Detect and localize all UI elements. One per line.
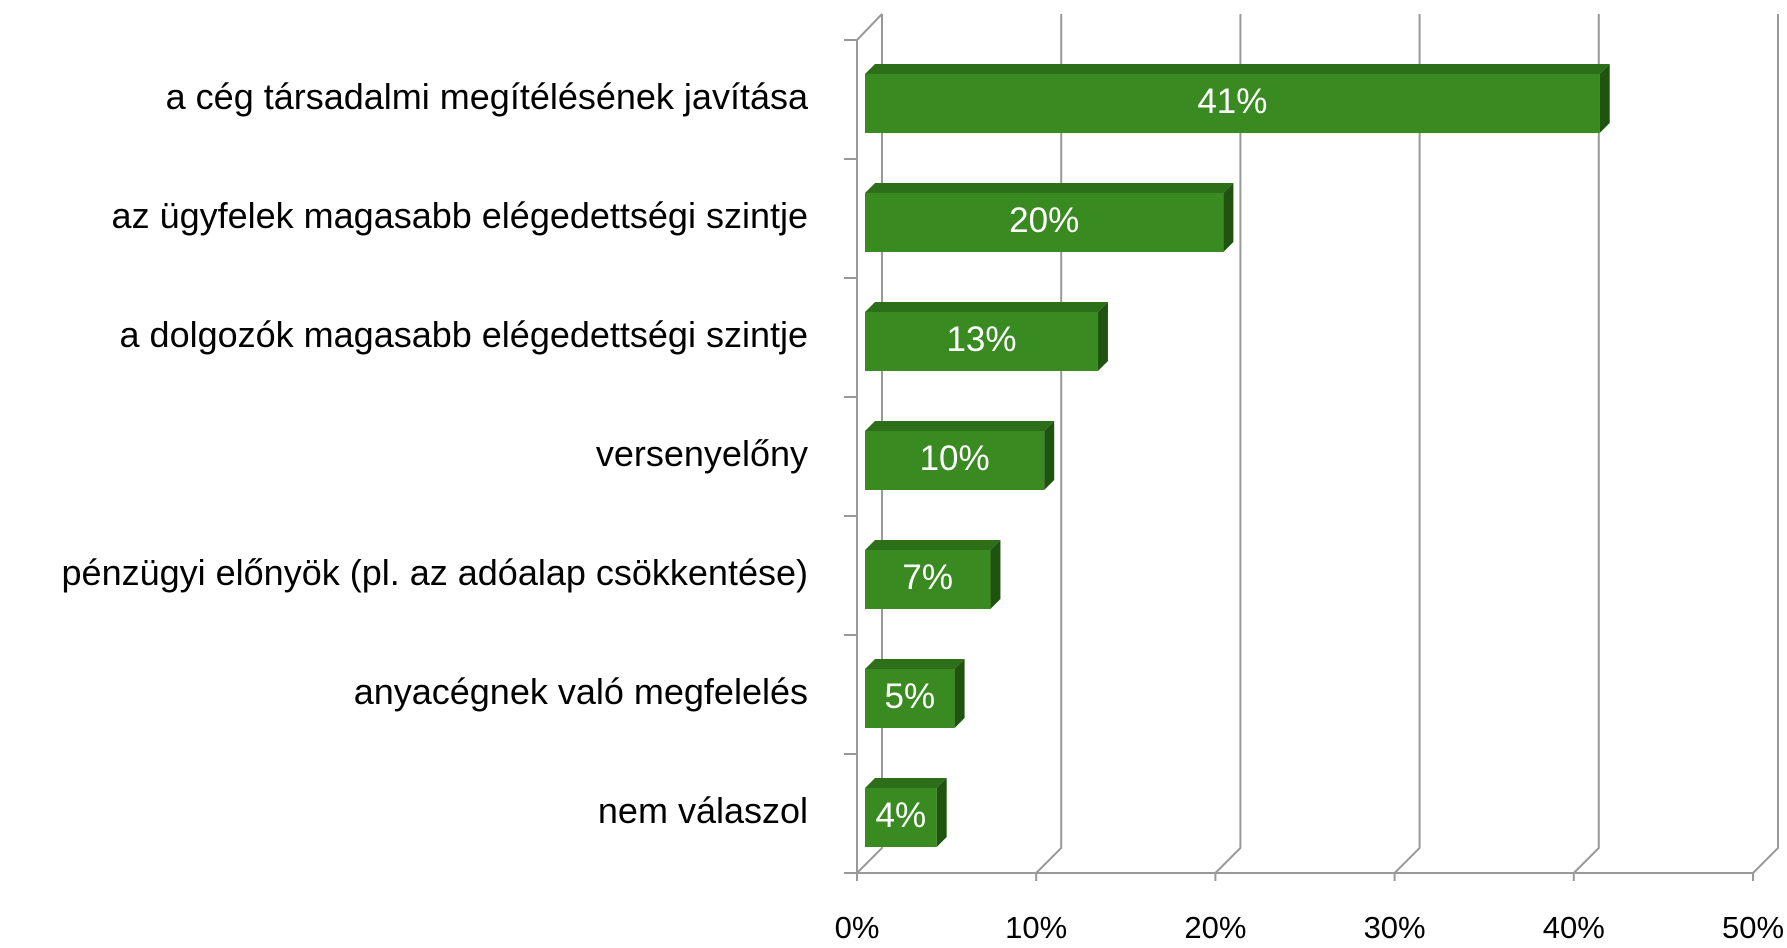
value-label: 20% [1009, 201, 1079, 240]
grid-line [1573, 14, 1600, 874]
x-tick-label: 40% [1543, 910, 1605, 945]
value-label: 5% [885, 677, 936, 716]
grid-line [1214, 14, 1242, 874]
bar [865, 193, 1224, 252]
bar-side [1599, 64, 1610, 133]
bar [865, 788, 937, 847]
x-tick-label: 50% [1722, 910, 1784, 945]
grid-line [1035, 14, 1063, 874]
bar-top [865, 64, 1610, 74]
bar [865, 74, 1600, 133]
bar-top [865, 421, 1055, 431]
bar [865, 669, 955, 728]
bar-top [865, 659, 965, 669]
y-tick-label: versenyelőny [596, 433, 808, 474]
x-tick-label: 10% [1005, 910, 1067, 945]
y-tick-label: pénzügyi előnyök (pl. az adóalap csökken… [62, 552, 808, 593]
axis-left-top [856, 13, 883, 41]
value-label: 4% [876, 796, 927, 835]
y-tick-label: az ügyfelek magasabb elégedettségi szint… [112, 195, 808, 236]
y-tick-label: a cég társadalmi megítélésének javítása [166, 76, 809, 117]
value-label: 13% [946, 320, 1016, 359]
y-tick-label: nem válaszol [598, 790, 808, 831]
bar-top [865, 183, 1234, 193]
x-tick-label: 0% [835, 910, 880, 945]
bar-side [954, 659, 965, 728]
y-tick-label: anyacégnek való megfelelés [354, 671, 808, 712]
bar [865, 312, 1098, 371]
y-tick-label: a dolgozók magasabb elégedettségi szintj… [120, 314, 808, 355]
bar [865, 431, 1045, 490]
bar-side [1223, 183, 1234, 252]
bar-top [865, 302, 1108, 312]
bar-side [936, 778, 947, 847]
grid-line [856, 14, 883, 874]
x-tick-label: 30% [1364, 910, 1426, 945]
bar-side [1044, 421, 1055, 490]
x-tick-label: 20% [1184, 910, 1246, 945]
value-label: 41% [1197, 82, 1267, 121]
value-label: 7% [902, 558, 953, 597]
bar-side [990, 540, 1001, 609]
grid-line [1752, 14, 1779, 874]
grid-line [1393, 14, 1421, 874]
value-label: 10% [920, 439, 990, 478]
bar-top [865, 540, 1001, 550]
bar-top [865, 778, 947, 788]
bar [865, 550, 991, 609]
bar-side [1097, 302, 1108, 371]
